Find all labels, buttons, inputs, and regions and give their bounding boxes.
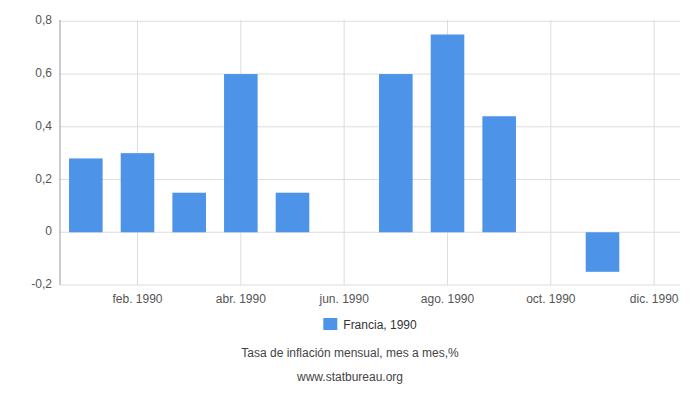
x-tick-label: dic. 1990 <box>630 292 679 306</box>
bar <box>224 74 258 232</box>
chart: -0,2 0 0,2 0,4 0,6 0,8 feb. 1990 abr. 1990 jun. … <box>0 0 700 400</box>
page: {"chart_data": {"type": "bar", "categori… <box>0 0 700 400</box>
x-tick-label: ago. 1990 <box>421 292 475 306</box>
legend-label: Francia, 1990 <box>343 318 417 332</box>
bar <box>431 35 465 233</box>
y-grid-line <box>60 21 680 22</box>
annotation: www.statbureau.org <box>296 370 403 384</box>
bar <box>482 116 516 232</box>
bar <box>586 232 620 272</box>
y-grid-line <box>60 126 680 127</box>
bar <box>379 74 413 232</box>
y-grid-line <box>60 285 680 286</box>
x-axis-label: Tasa de inflación mensual, mes a mes,% <box>241 346 459 360</box>
bar <box>121 153 155 232</box>
y-grid-line <box>60 74 680 75</box>
y-tick-label: 0,4 <box>35 119 52 133</box>
bar <box>69 158 103 232</box>
bars <box>69 35 619 272</box>
x-tick-label: oct. 1990 <box>526 292 576 306</box>
legend-swatch <box>323 318 337 330</box>
x-grid-line <box>550 20 551 285</box>
x-grid-line <box>654 20 655 285</box>
bar <box>276 193 310 233</box>
chart-container: -0,2 0 0,2 0,4 0,6 0,8 feb. 1990 abr. 1990 jun. … <box>0 0 700 400</box>
y-tick-label: -0,2 <box>31 277 52 291</box>
y-axis-line <box>60 20 61 285</box>
y-tick-label: 0,2 <box>35 172 52 186</box>
x-tick-label: feb. 1990 <box>112 292 162 306</box>
bar <box>172 193 206 233</box>
y-tick-label: 0 <box>45 224 52 238</box>
grid <box>60 20 680 285</box>
x-tick-label: abr. 1990 <box>216 292 266 306</box>
x-grid-line <box>344 20 345 285</box>
y-tick-label: 0,8 <box>35 13 52 27</box>
y-tick-label: 0,6 <box>35 66 52 80</box>
x-grid-line <box>137 20 138 285</box>
axes: -0,2 0 0,2 0,4 0,6 0,8 feb. 1990 abr. 1990 jun. … <box>31 13 679 306</box>
legend: Francia, 1990 <box>323 318 417 332</box>
legend-item: Francia, 1990 <box>323 318 417 332</box>
x-tick-label: jun. 1990 <box>318 292 369 306</box>
